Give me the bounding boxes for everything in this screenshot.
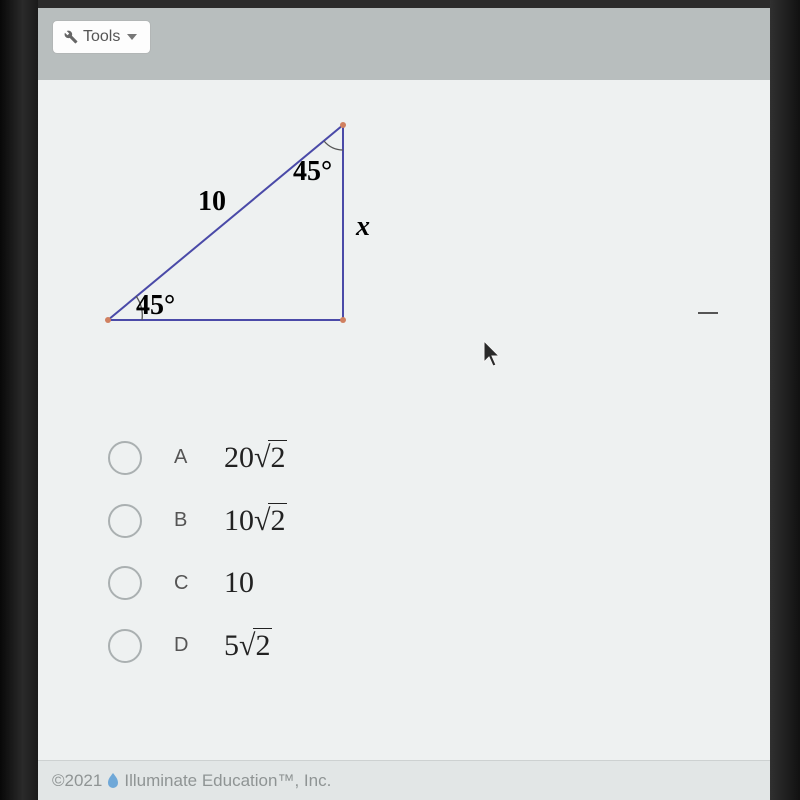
dash-mark	[698, 312, 718, 314]
mouse-cursor-icon	[483, 340, 503, 368]
tools-label: Tools	[83, 28, 120, 46]
triangle-diagram: 10 x 45° 45°	[88, 100, 408, 340]
answer-option-d[interactable]: D5√2	[108, 628, 287, 663]
answer-letter: B	[174, 509, 224, 532]
svg-text:10: 10	[198, 186, 226, 217]
photo-frame: Tools 10x45°45° A20√2B10√2C10D5√2 ©2021 …	[0, 0, 800, 800]
footer-bar: ©2021 Illuminate Education™, Inc.	[38, 760, 770, 800]
radio-b[interactable]	[108, 504, 142, 538]
answer-value: 10√2	[224, 503, 287, 538]
question-panel: 10x45°45° A20√2B10√2C10D5√2	[38, 80, 770, 760]
answer-choices: A20√2 B10√2 C10 D5√2	[108, 440, 287, 691]
caret-down-icon	[127, 34, 137, 40]
answer-value: 20√2	[224, 440, 287, 475]
svg-text:x: x	[355, 211, 370, 242]
answer-option-b[interactable]: B10√2	[108, 503, 287, 538]
answer-letter: A	[174, 446, 224, 469]
radio-d[interactable]	[108, 629, 142, 663]
radio-c[interactable]	[108, 566, 142, 600]
svg-text:45°: 45°	[136, 290, 175, 321]
tools-dropdown-button[interactable]: Tools	[52, 20, 151, 54]
answer-letter: D	[174, 634, 224, 657]
answer-value: 10	[224, 566, 254, 600]
screen-area: Tools 10x45°45° A20√2B10√2C10D5√2 ©2021 …	[38, 8, 770, 800]
radio-a[interactable]	[108, 441, 142, 475]
wrench-icon	[64, 30, 78, 44]
device-bezel-left	[0, 0, 38, 800]
illuminate-logo-icon	[107, 773, 119, 789]
answer-value: 5√2	[224, 628, 272, 663]
brand-text: Illuminate Education™, Inc.	[124, 771, 331, 791]
answer-option-c[interactable]: C10	[108, 566, 287, 600]
svg-text:45°: 45°	[293, 156, 332, 187]
answer-letter: C	[174, 572, 224, 595]
device-bezel-right	[770, 0, 800, 800]
answer-option-a[interactable]: A20√2	[108, 440, 287, 475]
browser-chrome-strip	[38, 0, 770, 8]
toolbar: Tools	[38, 8, 770, 80]
copyright-text: ©2021	[52, 771, 102, 791]
